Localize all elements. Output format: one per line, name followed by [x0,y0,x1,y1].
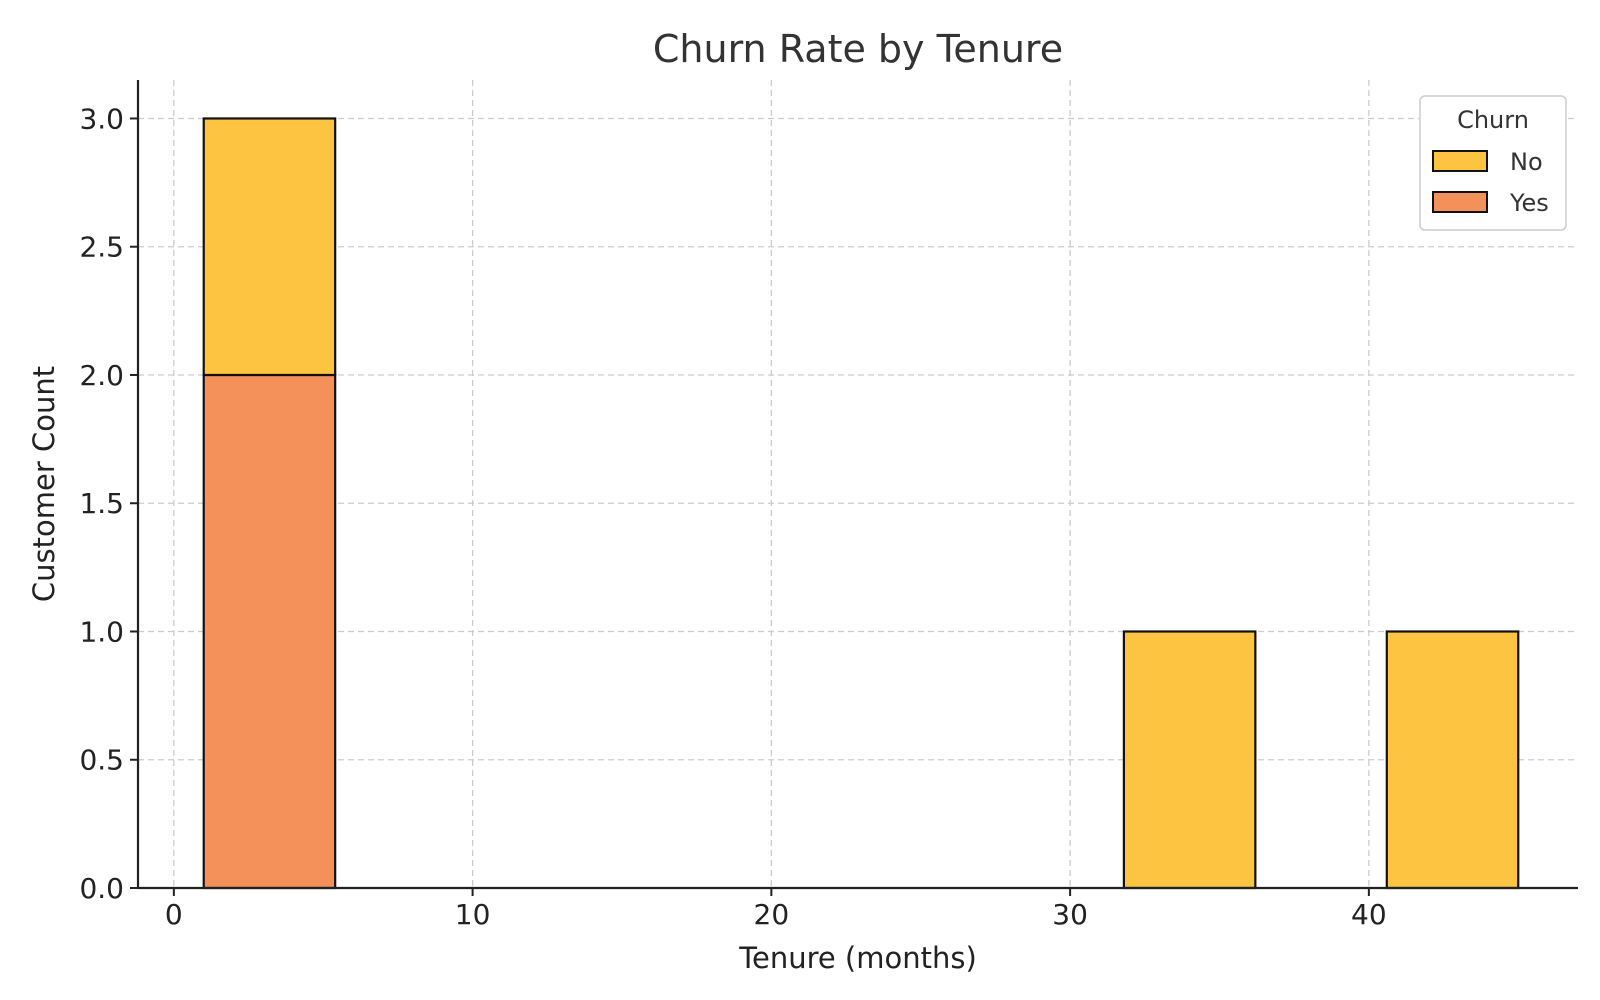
legend-label-no: No [1510,148,1543,176]
bar-no-bin-2 [1385,630,1520,890]
grid [138,80,1578,889]
axes [136,80,1578,890]
x-tick-label: 40 [1351,898,1387,931]
y-axis-label: Customer Count [27,366,61,602]
bar-yes-bin-0 [202,373,337,890]
legend: Churn No Yes [1419,95,1567,231]
bars [202,117,1520,890]
y-tick-label: 2.0 [79,359,124,392]
bar-no-bin-0 [202,117,337,377]
legend-title: Churn [1457,106,1529,134]
y-tick-label: 2.5 [79,231,124,264]
y-tick-label: 1.0 [79,615,124,648]
x-tick-label: 30 [1052,898,1088,931]
x-tick-label: 0 [165,898,183,931]
x-axis-label: Tenure (months) [738,941,977,975]
y-tick-label: 0.0 [79,872,124,905]
y-tick-label: 3.0 [79,102,124,135]
legend-swatch-no [1432,150,1488,172]
y-tick-label: 1.5 [79,487,124,520]
y-tick-label: 0.5 [79,744,124,777]
chart-title: Churn Rate by Tenure [653,27,1063,71]
legend-label-yes: Yes [1509,189,1549,217]
x-tick-label: 10 [455,898,491,931]
legend-swatch-yes [1432,191,1488,213]
x-tick-label: 20 [754,898,790,931]
bar-no-bin-1 [1122,630,1257,890]
ticks: 0 10 20 30 40 0.0 0.5 1.0 1.5 2.0 2.5 3.0 [79,102,1386,931]
